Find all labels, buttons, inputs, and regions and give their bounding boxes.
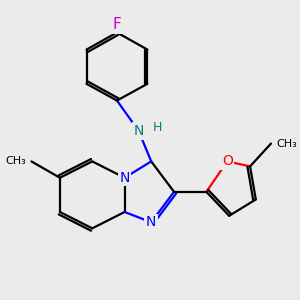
Text: O: O bbox=[222, 154, 233, 168]
Text: CH₃: CH₃ bbox=[5, 156, 26, 167]
Text: N: N bbox=[134, 124, 144, 138]
Text: N: N bbox=[119, 171, 130, 185]
Text: CH₃: CH₃ bbox=[277, 139, 298, 148]
Text: F: F bbox=[112, 17, 122, 32]
Text: N: N bbox=[146, 215, 156, 229]
Text: H: H bbox=[153, 122, 163, 134]
